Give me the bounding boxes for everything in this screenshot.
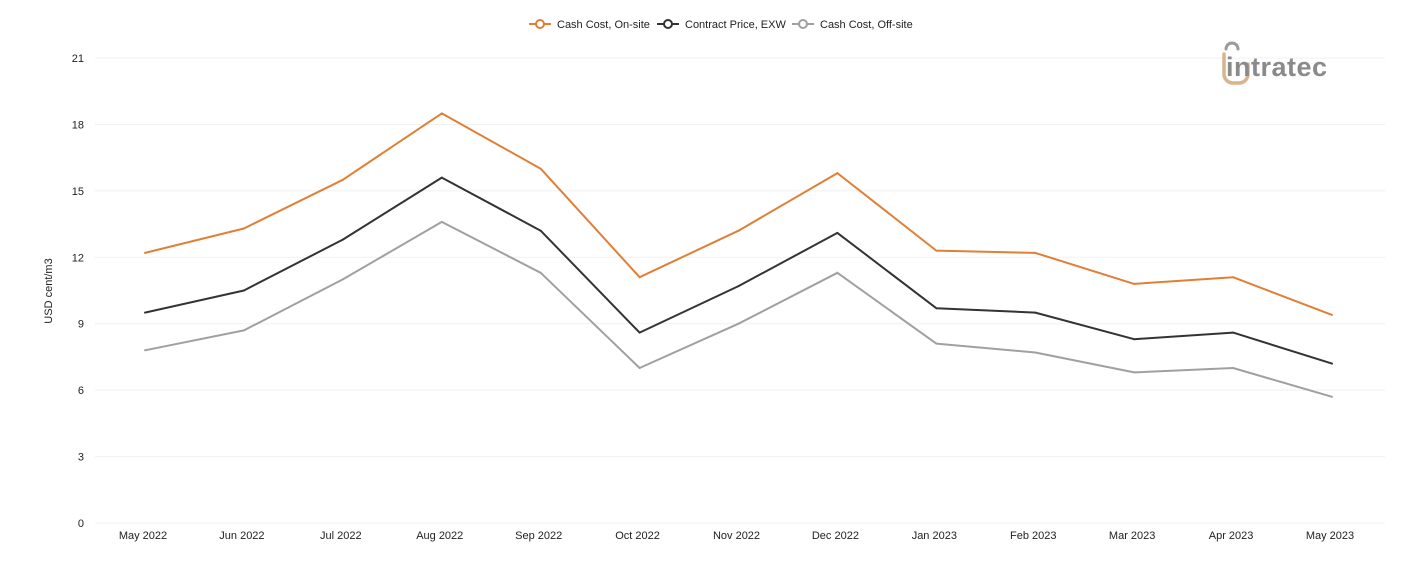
- data-point: [1232, 276, 1235, 279]
- data-point: [144, 251, 146, 254]
- x-tick-label: Mar 2023: [1109, 530, 1155, 542]
- legend: Cash Cost, On-site Contract Price, EXW Cas…: [529, 19, 913, 31]
- legend-item[interactable]: Cash Cost, Off-site: [792, 19, 913, 31]
- x-tick-label: May 2022: [119, 530, 167, 542]
- x-tick-label: Dec 2022: [812, 530, 859, 542]
- data-point: [1133, 282, 1136, 285]
- data-point: [737, 229, 740, 232]
- legend-marker: [798, 19, 808, 29]
- series-lines: [144, 112, 1333, 398]
- series-line-0: [144, 112, 1333, 316]
- y-tick-label: 18: [72, 119, 84, 131]
- data-point: [341, 178, 344, 181]
- legend-label: Contract Price, EXW: [685, 19, 786, 31]
- data-point: [440, 176, 443, 179]
- legend-item[interactable]: Contract Price, EXW: [657, 19, 786, 31]
- data-point: [242, 329, 245, 332]
- data-point: [1331, 362, 1333, 365]
- x-tick-label: Jul 2022: [320, 530, 362, 542]
- data-point: [638, 367, 641, 369]
- grid: [95, 57, 1385, 524]
- x-axis-ticks: May 2022 Jun 2022 Jul 2022 Aug 2022 Sep 2022…: [119, 530, 1354, 542]
- data-point: [144, 311, 146, 314]
- data-point: [539, 167, 542, 170]
- data-point: [1034, 311, 1037, 314]
- x-tick-label: Jun 2022: [219, 530, 264, 542]
- legend-item[interactable]: Cash Cost, On-site: [529, 19, 650, 31]
- y-tick-label: 12: [72, 252, 84, 264]
- legend-label: Cash Cost, Off-site: [820, 19, 913, 31]
- data-point: [638, 276, 641, 279]
- legend-marker: [663, 19, 673, 29]
- x-tick-label: Jan 2023: [912, 530, 957, 542]
- data-point: [935, 307, 938, 310]
- data-point: [440, 112, 443, 115]
- data-point: [737, 322, 740, 325]
- data-point: [242, 289, 245, 292]
- y-axis-ticks: 0 3 6 9 12 15 18 21: [72, 53, 84, 530]
- data-point: [836, 271, 839, 274]
- legend-marker: [535, 19, 545, 29]
- x-tick-label: May 2023: [1306, 530, 1354, 542]
- data-point: [242, 227, 245, 230]
- data-point: [1133, 371, 1136, 374]
- data-point: [144, 349, 146, 352]
- logo-mark-icon: [1222, 52, 1250, 85]
- data-point: [836, 231, 839, 234]
- data-point: [341, 278, 344, 281]
- data-point: [1331, 395, 1333, 398]
- x-tick-label: Sep 2022: [515, 530, 562, 542]
- logo-text: intratec: [1226, 52, 1328, 82]
- series-line-2: [144, 220, 1333, 398]
- data-point: [1232, 367, 1235, 369]
- x-tick-label: Aug 2022: [416, 530, 463, 542]
- data-point: [737, 285, 740, 288]
- data-point: [539, 229, 542, 232]
- series-line-1: [144, 176, 1333, 365]
- data-point: [1133, 338, 1136, 341]
- data-point: [1331, 313, 1333, 316]
- data-point: [935, 342, 938, 345]
- y-tick-label: 6: [78, 385, 84, 397]
- y-tick-label: 21: [72, 53, 84, 65]
- data-point: [1034, 351, 1037, 354]
- data-point: [440, 220, 443, 223]
- x-tick-label: Nov 2022: [713, 530, 760, 542]
- x-tick-label: Oct 2022: [615, 530, 660, 542]
- data-point: [836, 172, 839, 175]
- data-point: [935, 249, 938, 252]
- y-tick-label: 9: [78, 319, 84, 331]
- data-point: [539, 271, 542, 274]
- y-tick-label: 3: [78, 452, 84, 464]
- data-point: [341, 238, 344, 241]
- data-point: [1034, 251, 1037, 254]
- y-tick-label: 0: [78, 518, 84, 530]
- logo-arc-icon: [1224, 41, 1240, 51]
- x-tick-label: Feb 2023: [1010, 530, 1056, 542]
- data-point: [638, 331, 641, 334]
- x-tick-label: Apr 2023: [1209, 530, 1254, 542]
- legend-label: Cash Cost, On-site: [557, 19, 650, 31]
- data-point: [1232, 331, 1235, 334]
- y-tick-label: 15: [72, 186, 84, 198]
- logo: intratec: [1222, 41, 1328, 85]
- y-axis-title: USD cent/m3: [43, 258, 55, 323]
